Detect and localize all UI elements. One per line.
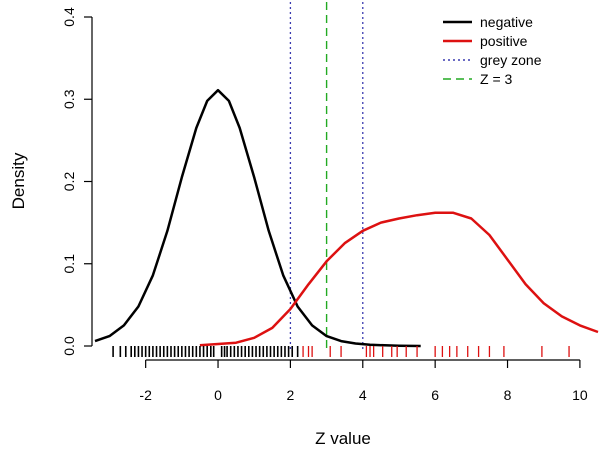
y-tick-label: 0.3: [61, 89, 77, 109]
y-tick-label: 0.2: [61, 172, 77, 192]
y-tick-label: 0.0: [61, 336, 77, 356]
x-tick-label: 0: [214, 387, 222, 403]
x-tick-label: 2: [287, 387, 295, 403]
y-tick-label: 0.4: [61, 7, 77, 27]
x-tick-label: -2: [139, 387, 152, 403]
x-tick-label: 8: [504, 387, 512, 403]
legend-label-grey_zone: grey zone: [480, 52, 542, 68]
x-axis-title: Z value: [315, 429, 371, 448]
y-tick-label: 0.1: [61, 254, 77, 274]
negative-density-curve: [94, 88, 421, 348]
positive-density-curve: [199, 211, 599, 347]
legend-label-positive: positive: [480, 33, 528, 49]
y-axis-title: Density: [9, 152, 28, 209]
legend-label-z3: Z = 3: [480, 71, 513, 87]
x-tick-label: 4: [359, 387, 367, 403]
x-tick-label: 10: [572, 387, 588, 403]
legend-label-negative: negative: [480, 14, 533, 30]
x-tick-label: 6: [431, 387, 439, 403]
